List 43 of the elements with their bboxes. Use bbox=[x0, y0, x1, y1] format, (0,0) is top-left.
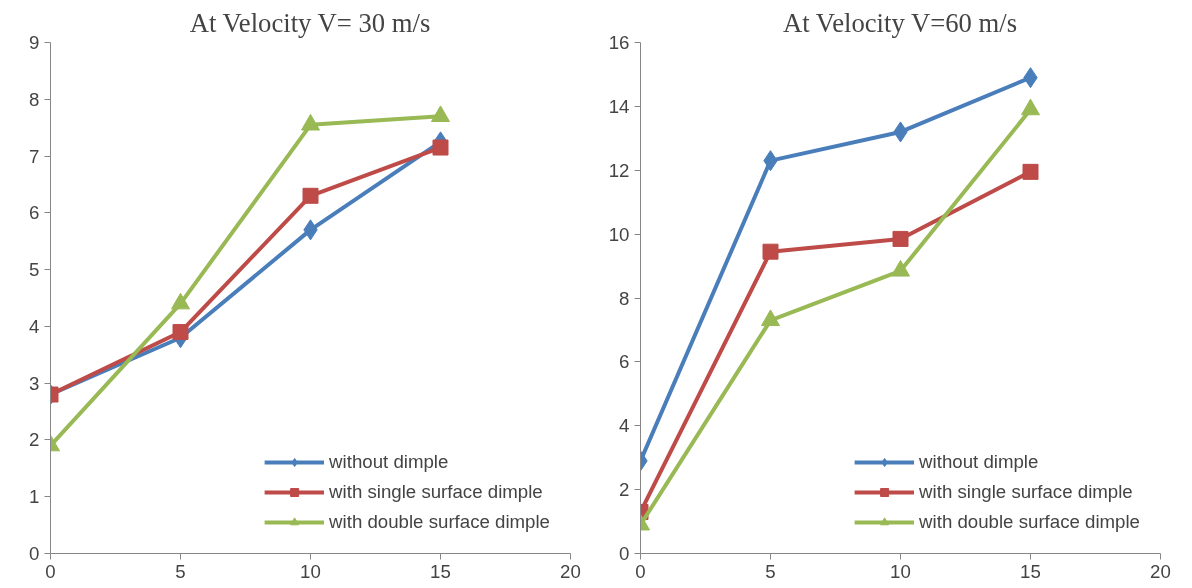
y-tick-label: 16 bbox=[608, 32, 630, 53]
point bbox=[172, 324, 189, 341]
point bbox=[302, 187, 319, 204]
y-tick-label: 2 bbox=[619, 479, 630, 501]
y-tick-label: 3 bbox=[29, 372, 40, 394]
y-tick-label: 1 bbox=[29, 486, 40, 508]
x-tick-label: 10 bbox=[890, 560, 911, 582]
x-tick-label: 5 bbox=[175, 560, 186, 582]
legend-label: without dimple bbox=[329, 451, 449, 473]
y-tick-label: 8 bbox=[619, 287, 630, 309]
y-tick-label: 8 bbox=[29, 88, 40, 110]
y-tick-label: 0 bbox=[619, 543, 630, 564]
y-tick-label: 4 bbox=[619, 415, 630, 437]
y-tick-label: 12 bbox=[608, 159, 630, 181]
y-tick-label: 0 bbox=[29, 543, 40, 564]
x-tick-label: 5 bbox=[765, 560, 776, 582]
legend-label: with double surface dimple bbox=[919, 511, 1140, 533]
y-tick-label: 4 bbox=[29, 315, 40, 337]
y-tick-label: 6 bbox=[29, 202, 40, 224]
y-tick-label: 7 bbox=[29, 145, 40, 167]
y-tick-label: 2 bbox=[29, 429, 40, 451]
x-tick-label: 20 bbox=[1150, 560, 1171, 582]
point bbox=[1022, 163, 1039, 180]
x-tick-label: 20 bbox=[560, 560, 581, 582]
chart-title: At Velocity V=60 m/s bbox=[783, 7, 1018, 38]
x-tick-label: 15 bbox=[1020, 560, 1041, 582]
x-tick-label: 10 bbox=[300, 560, 321, 582]
x-tick-label: 15 bbox=[430, 560, 451, 582]
legend-label: without dimple bbox=[919, 451, 1039, 473]
chart-title: At Velocity V= 30 m/s bbox=[189, 7, 431, 38]
legend-label: with single surface dimple bbox=[919, 481, 1133, 503]
x-tick-label: 0 bbox=[635, 560, 646, 582]
point bbox=[762, 243, 779, 260]
y-tick-label: 6 bbox=[619, 351, 630, 373]
y-tick-label: 14 bbox=[608, 95, 630, 117]
point bbox=[892, 230, 909, 247]
x-tick-label: 0 bbox=[45, 560, 56, 582]
y-tick-label: 10 bbox=[608, 223, 630, 245]
y-tick-label: 9 bbox=[29, 32, 40, 53]
legend-label: with double surface dimple bbox=[329, 511, 550, 533]
point bbox=[432, 139, 449, 156]
legend-label: with single surface dimple bbox=[329, 481, 543, 503]
y-tick-label: 5 bbox=[29, 259, 40, 281]
